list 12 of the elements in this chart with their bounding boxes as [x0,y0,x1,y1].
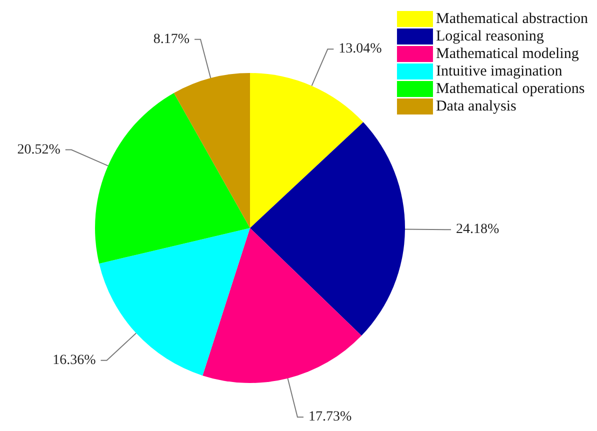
data-label: 8.17% [153,32,190,47]
data-label: 17.73% [308,410,352,425]
data-label: 24.18% [456,222,500,238]
data-label: 20.52% [17,142,61,158]
legend-label: Mathematical modeling [436,46,580,62]
legend-label: Mathematical operations [436,81,585,97]
data-label: 13.04% [338,42,382,57]
legend-label: Data analysis [436,98,517,114]
legend-label: Intuitive imagination [436,64,563,80]
legend-label: Logical reasoning [436,28,544,44]
legend-label: Mathematical abstraction [436,11,588,27]
data-label: 16.36% [52,352,96,368]
